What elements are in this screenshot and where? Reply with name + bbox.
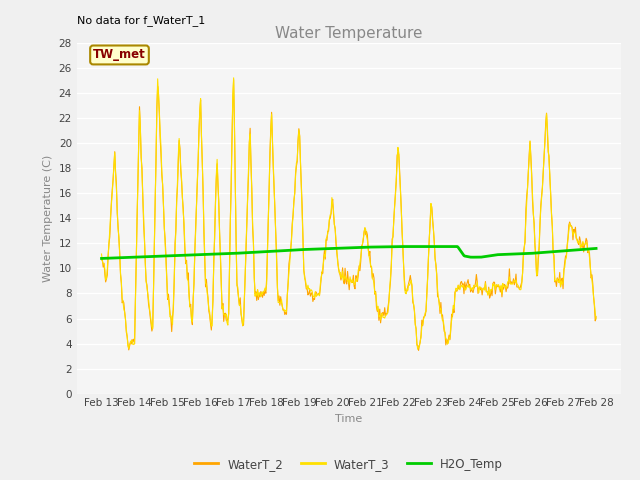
WaterT_3 (472, 284, 479, 289)
H2O_Temp (429, 244, 436, 250)
WaterT_2 (592, 314, 600, 320)
WaterT_2 (225, 311, 232, 317)
WaterT_2 (415, 348, 422, 353)
WaterT_3 (230, 75, 237, 81)
WaterT_2 (472, 280, 479, 286)
X-axis label: Time: Time (335, 414, 362, 424)
H2O_Temp (321, 246, 329, 252)
WaterT_3 (414, 347, 422, 352)
WaterT_3 (98, 251, 106, 257)
Title: Water Temperature: Water Temperature (275, 25, 422, 41)
H2O_Temp (185, 252, 193, 258)
H2O_Temp (225, 251, 232, 256)
WaterT_2 (185, 290, 193, 296)
H2O_Temp (592, 246, 600, 252)
Text: No data for f_WaterT_1: No data for f_WaterT_1 (77, 15, 205, 26)
WaterT_2 (323, 237, 330, 243)
H2O_Temp (395, 244, 403, 250)
WaterT_3 (429, 226, 437, 232)
WaterT_3 (225, 311, 232, 317)
WaterT_2 (429, 228, 437, 233)
Line: H2O_Temp: H2O_Temp (102, 247, 596, 258)
WaterT_3 (323, 236, 330, 242)
Legend: WaterT_2, WaterT_3, H2O_Temp: WaterT_2, WaterT_3, H2O_Temp (189, 453, 508, 475)
H2O_Temp (471, 254, 479, 260)
H2O_Temp (389, 244, 397, 250)
H2O_Temp (98, 255, 106, 261)
Line: WaterT_3: WaterT_3 (102, 78, 596, 349)
WaterT_3 (592, 316, 600, 322)
Line: WaterT_2: WaterT_2 (102, 80, 596, 350)
WaterT_2 (390, 216, 397, 222)
Text: TW_met: TW_met (93, 48, 146, 61)
WaterT_2 (230, 77, 237, 83)
WaterT_3 (185, 293, 193, 299)
WaterT_3 (390, 218, 397, 224)
Y-axis label: Water Temperature (C): Water Temperature (C) (43, 155, 53, 282)
WaterT_2 (98, 257, 106, 263)
